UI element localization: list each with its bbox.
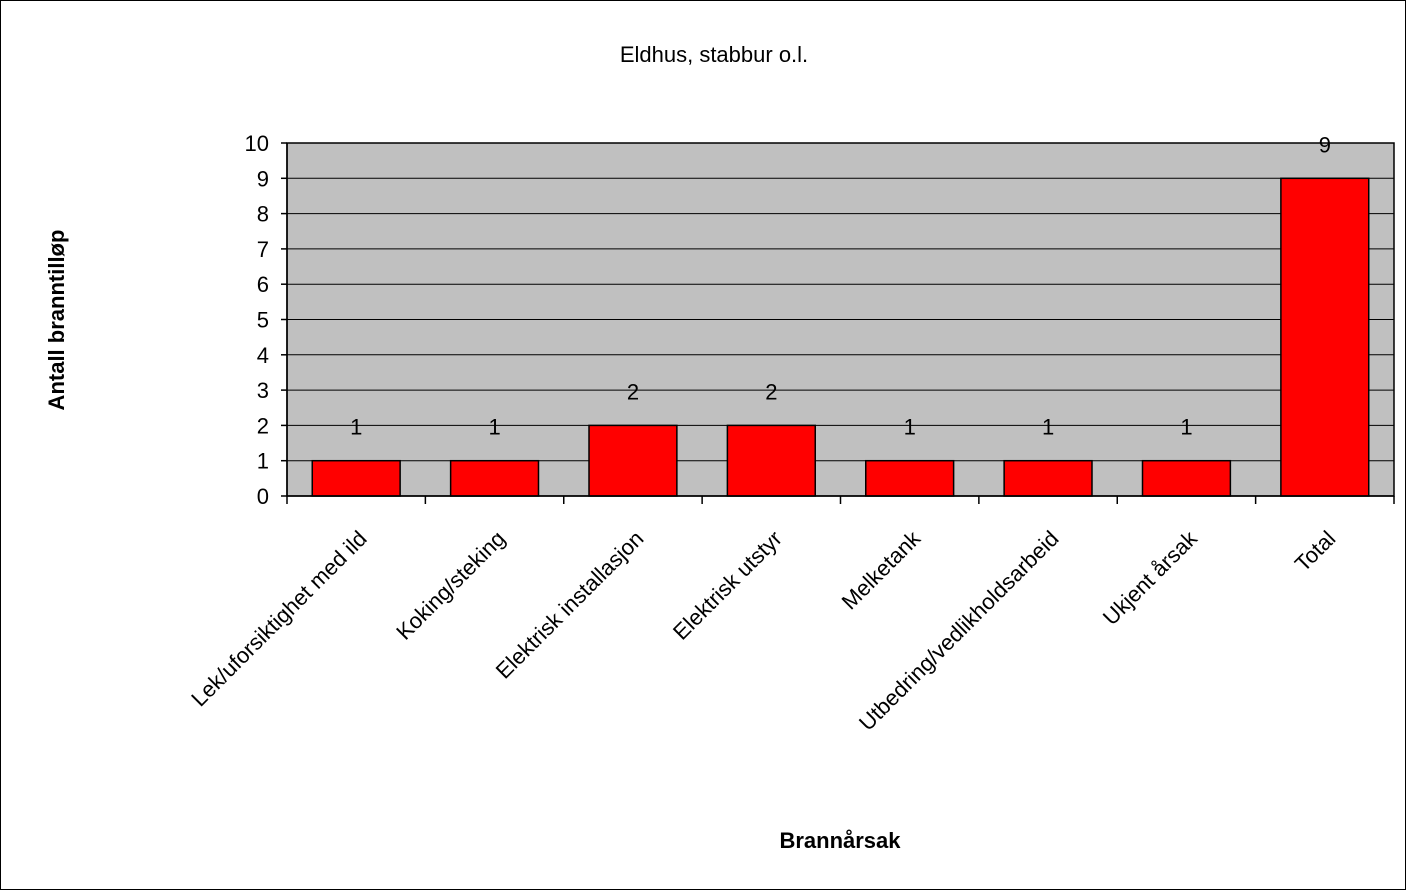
y-tick-label: 3 bbox=[257, 378, 269, 403]
y-tick-labels: 0 1 2 3 4 5 6 7 8 9 10 bbox=[245, 131, 269, 509]
bar bbox=[865, 459, 955, 497]
y-tick-label: 9 bbox=[257, 166, 269, 191]
y-axis-label: Antall branntilløp bbox=[44, 230, 69, 411]
y-tick-label: 6 bbox=[257, 272, 269, 297]
bar bbox=[588, 424, 678, 497]
bar bbox=[1003, 459, 1093, 497]
bar bbox=[1141, 459, 1232, 497]
y-tick-label: 5 bbox=[257, 308, 269, 333]
data-label: 1 bbox=[350, 415, 362, 440]
bar bbox=[449, 459, 540, 497]
y-tick-label: 2 bbox=[257, 413, 269, 438]
y-tick-label: 7 bbox=[257, 237, 269, 262]
data-labels: 1 1 2 2 1 1 1 9 bbox=[350, 132, 1331, 439]
data-label: 2 bbox=[765, 379, 777, 404]
y-tick-label: 8 bbox=[257, 202, 269, 227]
y-tick-label: 0 bbox=[257, 484, 269, 509]
data-label: 1 bbox=[1180, 415, 1192, 440]
axes bbox=[281, 142, 1395, 504]
gridlines bbox=[287, 142, 1394, 462]
y-tick-label: 4 bbox=[257, 343, 269, 368]
y-tick-label: 10 bbox=[245, 131, 269, 156]
x-axis-label: Brannårsak bbox=[779, 828, 901, 853]
data-label: 2 bbox=[627, 379, 639, 404]
data-label: 1 bbox=[488, 415, 500, 440]
data-label: 1 bbox=[904, 415, 916, 440]
bar bbox=[726, 424, 816, 497]
data-label: 9 bbox=[1319, 132, 1331, 157]
data-label: 1 bbox=[1042, 415, 1054, 440]
chart-title: Eldhus, stabbur o.l. bbox=[620, 42, 808, 67]
bar bbox=[1280, 177, 1370, 497]
y-tick-label: 1 bbox=[257, 449, 269, 474]
bar bbox=[311, 459, 401, 497]
